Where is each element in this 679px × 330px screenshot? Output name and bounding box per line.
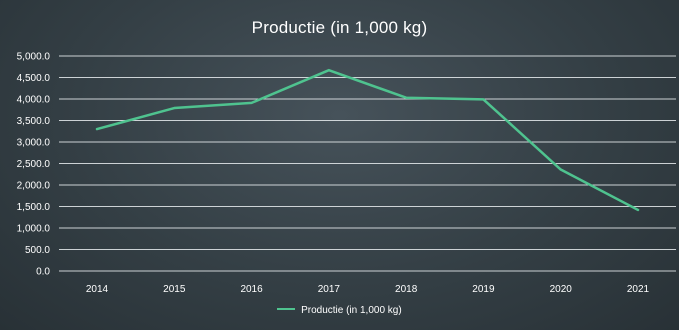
gridlines — [59, 55, 676, 272]
x-tick-label: 2017 — [318, 284, 341, 295]
chart-title: Productie (in 1,000 kg) — [251, 18, 428, 37]
legend-swatch — [277, 308, 296, 311]
y-tick-label: 1,000.0 — [17, 224, 51, 235]
x-tick-label: 2018 — [395, 284, 418, 295]
x-tick-label: 2021 — [627, 284, 650, 295]
y-tick-label: 5,000.0 — [17, 52, 51, 63]
series-line — [95, 68, 640, 212]
legend-label: Productie (in 1,000 kg) — [301, 305, 402, 316]
y-tick-label: 4,000.0 — [17, 95, 51, 106]
y-axis-tick-labels: 0.0 500.0 1,000.0 1,500.0 2,000.0 2,500.0 3,00… — [17, 52, 51, 278]
series-lines — [95, 68, 640, 212]
y-tick-label: 4,500.0 — [17, 73, 51, 84]
x-tick-label: 2014 — [86, 284, 109, 295]
y-tick-label: 2,000.0 — [17, 181, 51, 192]
y-tick-label: 0.0 — [36, 267, 50, 278]
y-tick-label: 1,500.0 — [17, 202, 51, 213]
x-tick-label: 2019 — [472, 284, 495, 295]
x-axis-tick-labels: 2014 2015 2016 2017 2018 2019 2020 2021 — [86, 284, 650, 295]
x-tick-label: 2016 — [240, 284, 263, 295]
legend: Productie (in 1,000 kg) — [0, 305, 679, 316]
y-tick-label: 500.0 — [25, 245, 50, 256]
x-tick-label: 2020 — [550, 284, 573, 295]
x-tick-label: 2015 — [163, 284, 186, 295]
y-tick-label: 3,500.0 — [17, 116, 51, 127]
y-tick-label: 3,000.0 — [17, 138, 51, 149]
y-tick-label: 2,500.0 — [17, 159, 51, 170]
